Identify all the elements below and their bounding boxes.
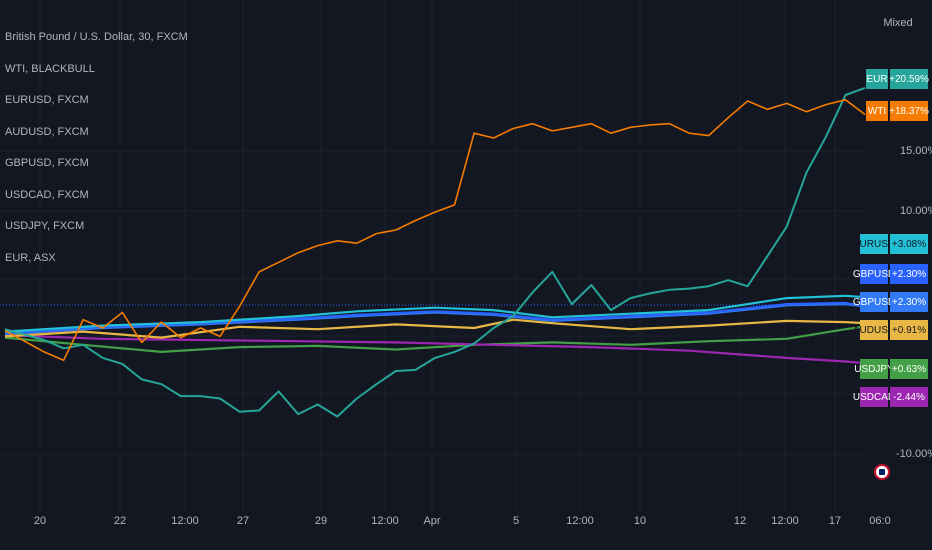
price-label-value: +20.59% [889,69,929,89]
x-tick-label: 29 [314,515,328,527]
gb-flag-icon[interactable] [874,464,890,480]
series-line-eurusd[interactable] [4,294,866,333]
x-tick-label: 12:00 [171,515,199,527]
legend-gbpusd[interactable]: GBPUSD, FXCM [5,157,89,169]
price-label-value: +18.37% [889,101,929,121]
x-tick-label: 06:0 [869,515,891,527]
series-line-eur[interactable] [4,86,866,418]
series-line-usdcad[interactable] [4,334,866,365]
legend-eur[interactable]: EUR, ASX [5,251,56,264]
price-label-symbol: EUR [866,69,888,89]
x-tick-label: 22 [113,515,127,527]
x-tick-label: 12:00 [771,515,799,527]
price-label-symbol: USDJPY [854,359,894,379]
axis-mode-label[interactable]: Mixed [883,17,913,29]
x-tick-label: 5 [512,515,520,527]
legend-usdjpy[interactable]: USDJPY, FXCM [5,220,85,232]
price-label-value: +2.30% [890,292,928,312]
price-label-symbol: EURUSD [853,234,895,254]
x-tick-label: 10 [633,515,647,527]
price-label-symbol: GBPUSD [853,264,895,284]
x-tick-label: 12:00 [371,515,399,527]
x-tick-label: 27 [236,515,250,527]
series-line-gbpusd[interactable] [4,303,866,336]
price-label-symbol: WTI [866,101,888,121]
price-label-value: +3.08% [890,234,928,254]
x-tick-label: 17 [828,515,842,527]
series-line-wti[interactable] [4,99,866,362]
x-tick-label: 20 [33,515,47,527]
y-tick-label: -10.00% [896,448,932,460]
y-tick-label: 10.00% [900,205,932,217]
legend-wti[interactable]: WTI, BLACKBULL [5,62,95,75]
legend-audusd[interactable]: AUDUSD, FXCM [5,125,89,138]
legend-main-symbol[interactable]: British Pound / U.S. Dollar, 30, FXCM [5,31,188,43]
y-tick-label: 15.00% [900,145,932,157]
legend-usdcad[interactable]: USDCAD, FXCM [5,188,89,201]
chart-legend: British Pound / U.S. Dollar, 30, FXCM WT… [5,22,188,274]
x-tick-label: 12 [733,515,747,527]
price-label-value: +0.63% [890,359,928,379]
legend-eurusd[interactable]: EURUSD, FXCM [5,94,89,106]
price-label-value: +2.30% [890,264,928,284]
price-label-value: -2.44% [890,387,928,407]
price-label-value: +0.91% [890,320,928,340]
series-line-audusd[interactable] [4,318,866,339]
price-label-symbol: GBPUSD [853,292,895,312]
price-label-symbol: AUDUSD [853,320,895,340]
x-tick-label: 12:00 [566,515,594,527]
x-tick-label: Apr [423,515,441,527]
chart-plot-area[interactable] [0,0,868,513]
price-label-symbol: USDCAD [853,387,895,407]
